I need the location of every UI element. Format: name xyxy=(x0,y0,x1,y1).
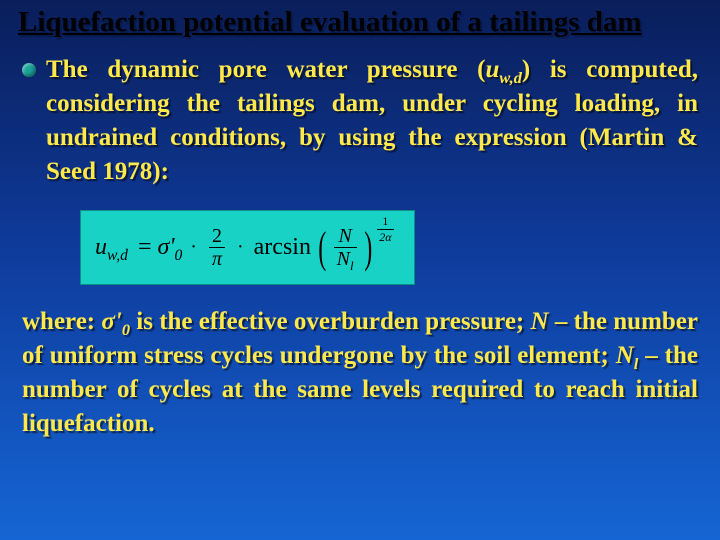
right-paren-icon: ) xyxy=(364,233,372,264)
cdot-2: · xyxy=(237,236,244,259)
title-text: Liquefaction potential evaluation of a t… xyxy=(18,6,642,38)
intro-paragraph: The dynamic pore water pressure (uw,d) i… xyxy=(46,53,698,188)
where-text-1: is the effective overburden pressure; xyxy=(130,308,531,335)
arcsin-fn: arcsin xyxy=(254,234,311,261)
frac-N-over-Nl: N Nl xyxy=(334,225,357,270)
frac-2-over-pi: 2 π xyxy=(209,225,225,270)
formula: uw,d = σ'0 · 2 π · arcsin ( N Nl ) 1 xyxy=(95,225,394,270)
exponent-frac: 1 2α xyxy=(377,214,393,245)
slide-title: Liquefaction potential evaluation of a t… xyxy=(0,0,720,43)
bullet-row: The dynamic pore water pressure (uw,d) i… xyxy=(22,53,698,188)
content-area: The dynamic pore water pressure (uw,d) i… xyxy=(0,43,720,301)
bullet-icon xyxy=(22,63,36,77)
var-u: uw,d xyxy=(486,56,522,83)
formula-box: uw,d = σ'0 · 2 π · arcsin ( N Nl ) 1 xyxy=(80,210,415,285)
cdot-1: · xyxy=(190,236,197,259)
bracket-group: ( N Nl ) xyxy=(315,225,375,270)
equals-sign: = xyxy=(138,234,152,261)
sigma-prime-0: σ'0 xyxy=(101,308,130,335)
sigma-term: σ'0 xyxy=(158,234,183,261)
para-pre: The dynamic pore water pressure ( xyxy=(46,56,486,83)
where-label: where: xyxy=(22,308,101,335)
formula-lhs: uw,d xyxy=(95,234,128,261)
var-Nl: Nl xyxy=(616,342,639,369)
left-paren-icon: ( xyxy=(318,233,326,264)
where-paragraph: where: σ'0 is the effective overburden p… xyxy=(0,301,720,440)
var-N: N xyxy=(531,308,549,335)
